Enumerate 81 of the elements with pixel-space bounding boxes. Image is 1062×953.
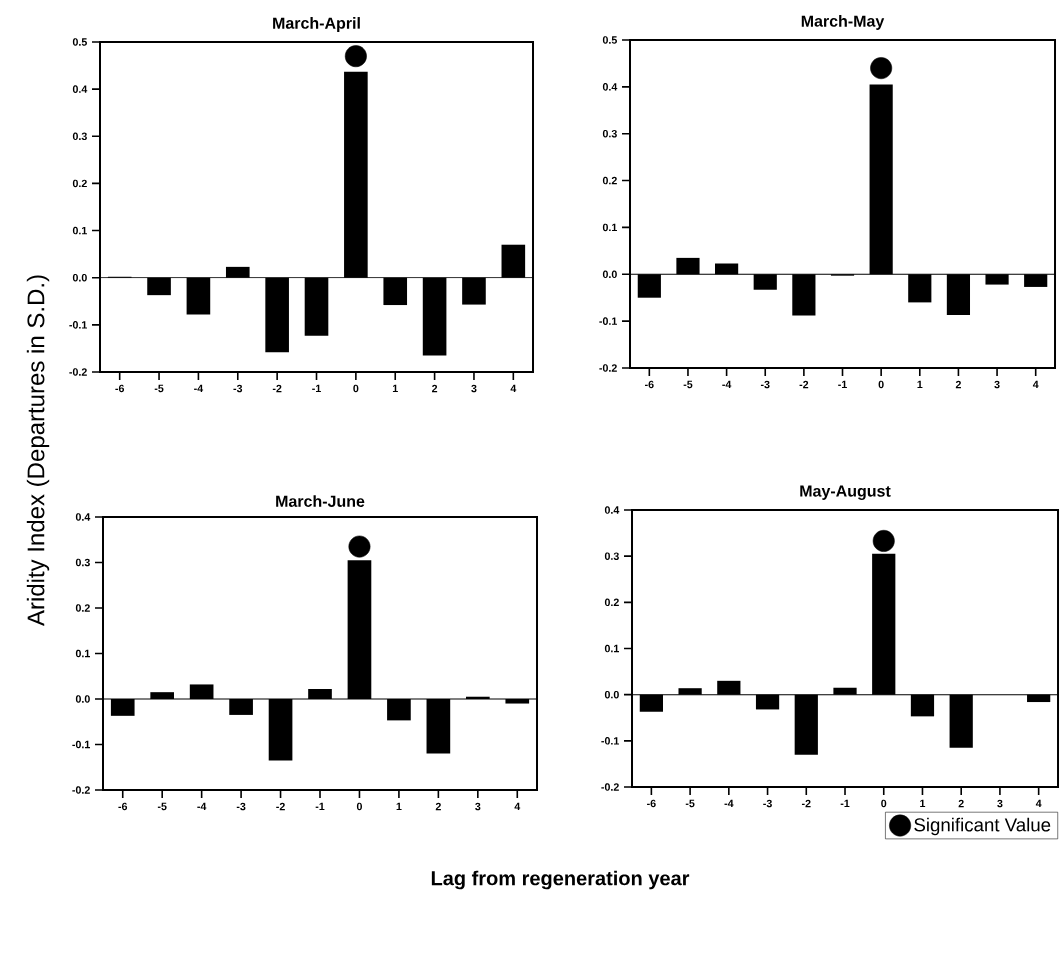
x-tick-label: 4 xyxy=(1032,380,1039,389)
x-tick-label: 4 xyxy=(510,384,517,393)
y-tick-label: 0.1 xyxy=(72,226,87,235)
y-tick-label: 0.4 xyxy=(72,85,88,93)
x-tick-label: -5 xyxy=(154,384,164,393)
x-tick-label: 1 xyxy=(396,802,402,811)
y-tick-label: 0.3 xyxy=(602,129,617,138)
x-tick-label: 2 xyxy=(435,802,441,811)
y-tick-label: -0.2 xyxy=(72,786,90,794)
y-tick-label: 0.4 xyxy=(604,506,620,514)
chart-title: March-May xyxy=(801,15,885,30)
x-tick-label: 3 xyxy=(471,384,477,393)
chart-title: May-August xyxy=(800,485,891,500)
x-tick-label: -1 xyxy=(838,380,847,389)
x-tick-label: -1 xyxy=(315,802,325,811)
y-tick-label: 0.2 xyxy=(604,598,619,607)
x-tick-label: -4 xyxy=(722,380,732,389)
x-tick-label: 3 xyxy=(994,380,1000,389)
x-tick-label: 0 xyxy=(878,380,884,389)
chart-title: March-April xyxy=(273,17,360,32)
x-tick-label: -6 xyxy=(645,380,654,389)
y-tick-label: 0.0 xyxy=(602,270,617,279)
y-tick-label: 0.2 xyxy=(75,604,90,612)
x-tick-label: 1 xyxy=(917,380,923,389)
y-tick-label: 0.3 xyxy=(72,132,87,141)
y-tick-label: 0.2 xyxy=(602,176,617,185)
y-tick-label: 0.1 xyxy=(602,223,617,232)
x-tick-label: -4 xyxy=(197,802,207,811)
y-tick-label: 0.5 xyxy=(602,36,617,44)
x-tick-label: -5 xyxy=(157,802,167,811)
x-tick-label: -3 xyxy=(233,384,243,393)
x-tick-label: -1 xyxy=(312,384,321,393)
x-tick-label: 0 xyxy=(353,384,359,393)
y-tick-label: 0.1 xyxy=(604,644,619,653)
x-tick-label: -2 xyxy=(276,802,285,811)
x-tick-label: 2 xyxy=(432,384,438,393)
x-tick-label: -5 xyxy=(685,799,695,808)
x-tick-label: 0 xyxy=(881,799,887,808)
x-tick-label: -3 xyxy=(236,802,246,811)
x-tick-label: -2 xyxy=(272,384,282,393)
x-tick-label: 2 xyxy=(958,799,964,808)
y-tick-label: -0.1 xyxy=(69,321,87,329)
y-tick-label: -0.1 xyxy=(72,740,90,749)
y-tick-label: -0.2 xyxy=(69,368,87,376)
x-tick-label: 3 xyxy=(475,802,481,811)
x-tick-label: 4 xyxy=(514,802,521,811)
x-tick-label: -2 xyxy=(799,380,809,389)
y-tick-label: 0.4 xyxy=(75,513,91,521)
x-tick-label: -6 xyxy=(118,802,128,811)
x-tick-label: -3 xyxy=(760,380,770,389)
y-tick-label: 0.5 xyxy=(72,38,87,46)
y-tick-label: 0.3 xyxy=(75,558,90,567)
x-tick-label: 0 xyxy=(356,802,362,811)
y-tick-label: 0.1 xyxy=(75,649,90,658)
x-tick-label: 2 xyxy=(955,380,961,389)
y-tick-label: 0.2 xyxy=(72,179,87,188)
legend-label: Significant Value xyxy=(914,817,1051,836)
x-tick-label: 3 xyxy=(997,799,1003,808)
y-tick-label: 0.0 xyxy=(75,695,90,703)
y-tick-label: 0.0 xyxy=(604,690,619,699)
y-tick-label: 0.4 xyxy=(602,83,618,91)
chart-title: March-June xyxy=(276,495,365,507)
x-axis-title: Lag from regeneration year xyxy=(431,870,690,890)
y-tick-label: -0.1 xyxy=(599,317,617,325)
y-tick-label: -0.2 xyxy=(601,783,619,791)
x-tick-label: -3 xyxy=(763,799,772,808)
x-tick-label: -6 xyxy=(115,384,125,393)
x-tick-label: -1 xyxy=(840,799,850,808)
y-tick-label: -0.1 xyxy=(601,737,619,745)
y-tick-label: 0.0 xyxy=(72,273,87,282)
x-tick-label: -5 xyxy=(683,380,693,389)
x-tick-label: -6 xyxy=(647,799,656,808)
x-tick-label: -4 xyxy=(194,384,204,393)
x-tick-label: -2 xyxy=(801,799,811,808)
x-tick-label: 1 xyxy=(392,384,398,393)
x-tick-label: -4 xyxy=(724,799,734,808)
x-tick-label: 4 xyxy=(1035,799,1042,808)
y-tick-label: -0.2 xyxy=(599,364,617,372)
y-tick-label: 0.3 xyxy=(604,552,619,560)
y-axis-title: Aridity Index (Departures in S.D.) xyxy=(26,275,50,627)
x-tick-label: 1 xyxy=(920,799,926,808)
